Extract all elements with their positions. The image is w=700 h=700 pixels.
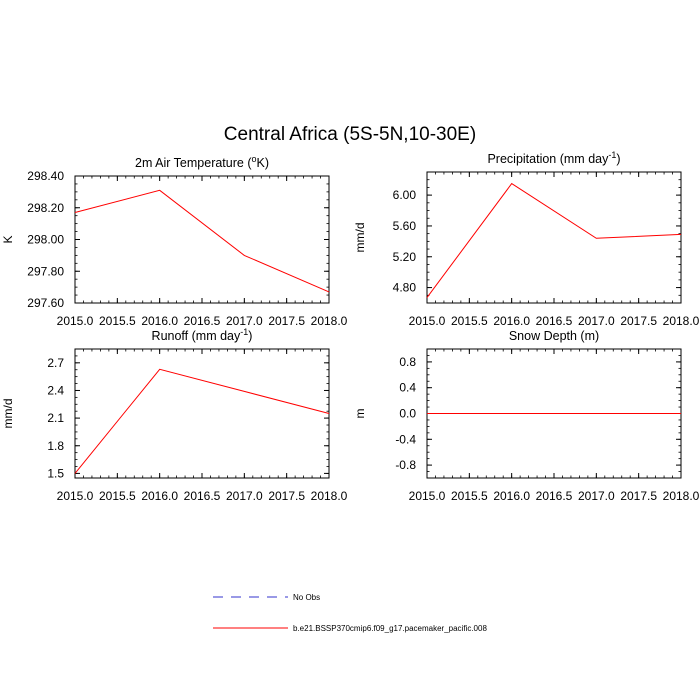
y-axis-label: m [353, 409, 367, 419]
legend-label: b.e21.BSSP370cmip6.f09_g17.pacemaker_pac… [293, 624, 487, 633]
panel-4: Snow Depth (m) 2015.0 2015.5 2016.0 2016.5 20… [353, 329, 700, 503]
x-tick-label: 2017.0 [578, 314, 615, 328]
y-axis-label: mm/d [1, 399, 15, 429]
y-tick-label: 298.20 [27, 201, 64, 215]
y-tick-label: 298.00 [27, 233, 64, 247]
y-axis-label: K [1, 235, 15, 243]
y-tick-label: 1.5 [47, 466, 64, 480]
y-axis-label: mm/d [353, 223, 367, 253]
x-tick-label: 2016.0 [493, 314, 530, 328]
panel-title: 2m Air Temperature (oK) [135, 154, 269, 170]
x-tick-label: 2017.5 [268, 489, 305, 503]
legend: No Obs b.e21.BSSP370cmip6.f09_g17.pacemak… [213, 593, 487, 633]
x-tick-label: 2015.5 [99, 489, 136, 503]
y-tick-label: -0.4 [395, 432, 416, 446]
x-tick-label: 2015.5 [451, 314, 488, 328]
panel-title: Runoff (mm day-1) [152, 327, 253, 343]
panels: 2m Air Temperature (oK) 2015.0 2015.5 2016.… [1, 150, 700, 503]
y-tick-label: 297.60 [27, 296, 64, 310]
legend-label: No Obs [293, 593, 320, 602]
y-tick-label: 2.4 [47, 383, 64, 397]
series-line [74, 368, 330, 474]
plot-frame [74, 175, 330, 304]
y-tick-label: 0.8 [399, 355, 416, 369]
y-tick-label: 4.80 [393, 281, 417, 295]
x-tick-label: 2015.0 [57, 314, 94, 328]
x-tick-label: 2015.0 [409, 489, 446, 503]
y-tick-label: 6.00 [393, 188, 417, 202]
panel-title: Snow Depth (m) [509, 329, 599, 343]
x-tick-label: 2016.0 [141, 489, 178, 503]
x-tick-label: 2017.5 [268, 314, 305, 328]
x-tick-label: 2015.5 [99, 314, 136, 328]
x-tick-label: 2016.0 [493, 489, 530, 503]
panel-title: Precipitation (mm day-1) [487, 150, 620, 166]
plot-frame [426, 171, 682, 304]
y-tick-label: 1.8 [47, 439, 64, 453]
y-tick-label: -0.8 [395, 458, 416, 472]
x-tick-label: 2017.0 [226, 314, 263, 328]
y-tick-label: 2.1 [47, 411, 64, 425]
x-tick-label: 2015.5 [451, 489, 488, 503]
series-line [426, 182, 682, 298]
y-tick-label: 5.20 [393, 250, 417, 264]
x-tick-label: 2015.0 [409, 314, 446, 328]
panel-1: 2m Air Temperature (oK) 2015.0 2015.5 2016.… [1, 154, 348, 328]
y-tick-label: 2.7 [47, 356, 64, 370]
x-tick-label: 2018.0 [311, 489, 348, 503]
x-tick-label: 2018.0 [663, 314, 700, 328]
x-tick-label: 2016.5 [184, 489, 221, 503]
x-tick-label: 2017.0 [226, 489, 263, 503]
y-tick-label: 0.0 [399, 407, 416, 421]
x-tick-label: 2017.5 [620, 489, 657, 503]
x-tick-label: 2016.5 [536, 489, 573, 503]
x-tick-label: 2018.0 [663, 489, 700, 503]
x-tick-label: 2017.0 [578, 489, 615, 503]
series-line [74, 189, 330, 293]
x-tick-label: 2016.5 [536, 314, 573, 328]
y-tick-label: 5.60 [393, 219, 417, 233]
plot-frame [74, 348, 330, 479]
y-tick-label: 0.4 [399, 381, 416, 395]
figure-title: Central Africa (5S-5N,10-30E) [224, 124, 476, 145]
x-tick-label: 2015.0 [57, 489, 94, 503]
y-tick-label: 297.80 [27, 264, 64, 278]
x-tick-label: 2016.5 [184, 314, 221, 328]
x-tick-label: 2016.0 [141, 314, 178, 328]
x-tick-label: 2018.0 [311, 314, 348, 328]
y-tick-label: 298.40 [27, 169, 64, 183]
panel-3: Runoff (mm day-1) 2015.0 2015.5 2016.0 2016.… [1, 327, 348, 503]
panel-2: Precipitation (mm day-1) 2015.0 2015.5 2016… [353, 150, 700, 328]
x-tick-label: 2017.5 [620, 314, 657, 328]
